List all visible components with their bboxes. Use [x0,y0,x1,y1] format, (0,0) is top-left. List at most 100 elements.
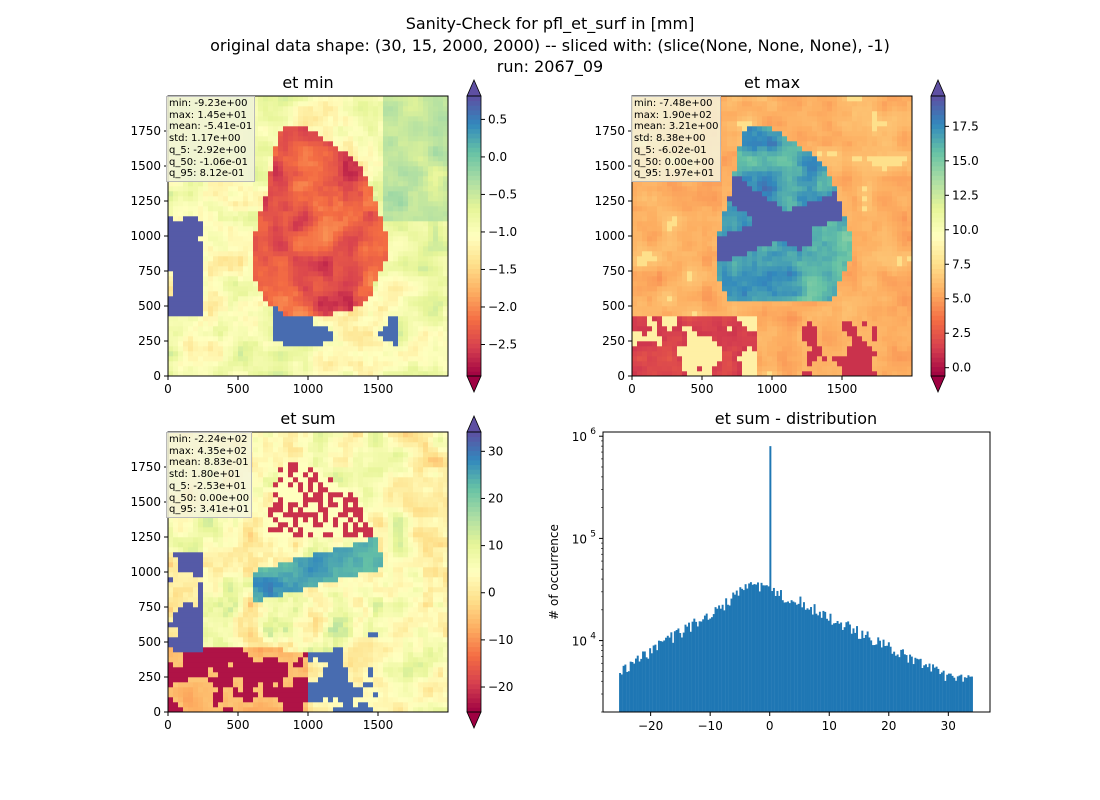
heatmap-cell [303,181,309,187]
heatmap-cell [168,251,174,257]
heatmap-cell [218,186,224,192]
heatmap-cell [368,351,374,357]
heatmap-cell [667,296,673,302]
heatmap-cell [323,276,329,282]
heatmap-cell [308,361,314,367]
heatmap-cell [288,136,294,142]
heatmap-cell [433,126,439,132]
heatmap-cell [263,271,269,277]
heatmap-cell [303,346,309,352]
heatmap-cell [722,146,728,152]
heatmap-cell [413,156,419,162]
heatmap-cell [652,326,658,332]
heatmap-cell [772,136,778,142]
heatmap-cell [343,231,349,237]
heatmap-cell [712,336,718,342]
heatmap-cell [298,156,304,162]
heatmap-cell [438,156,444,162]
heatmap-cell [428,346,434,352]
heatmap-cell [408,316,414,322]
heatmap-cell [408,201,414,207]
heatmap-cell [727,371,733,377]
heatmap-cell [373,201,379,207]
heatmap-cell [268,131,274,137]
heatmap-cell [662,246,668,252]
heatmap-cell [707,211,713,217]
heatmap-cell [722,196,728,202]
heatmap-cell [298,326,304,332]
x-tick-label: 0 [164,382,172,396]
heatmap-cell [757,196,763,202]
heatmap-cell [772,161,778,167]
heatmap-cell [727,331,733,337]
heatmap-cell [637,216,643,222]
heatmap-cell [228,261,234,267]
heatmap-cell [428,116,434,122]
heatmap-cell [438,201,444,207]
heatmap-cell [687,371,693,377]
heatmap-cell [233,231,239,237]
heatmap-cell [228,341,234,347]
heatmap-cell [178,291,184,297]
heatmap-cell [383,371,389,377]
heatmap-cell [243,341,249,347]
heatmap-cell [667,366,673,372]
heatmap-cell [403,116,409,122]
heatmap-cell [687,286,693,292]
heatmap-cell [168,346,174,352]
heatmap-cell [273,361,279,367]
heatmap-cell [393,121,399,127]
heatmap-cell [408,186,414,192]
heatmap-cell [333,211,339,217]
heatmap-cell [173,236,179,242]
heatmap-cell [737,216,743,222]
heatmap-cell [313,256,319,262]
heatmap-cell [737,116,743,122]
heatmap-cell [193,191,199,197]
heatmap-cell [642,221,648,227]
heatmap-cell [318,276,324,282]
heatmap-cell [343,296,349,302]
heatmap-cell [233,321,239,327]
heatmap-cell [677,191,683,197]
heatmap-cell [647,341,653,347]
heatmap-cell [343,226,349,232]
heatmap-cell [647,311,653,317]
heatmap-cell [433,191,439,197]
heatmap-cell [413,231,419,237]
heatmap-cell [433,336,439,342]
heatmap-cell [672,366,678,372]
heatmap-cell [353,356,359,362]
heatmap-cell [308,241,314,247]
heatmap-cell [233,196,239,202]
heatmap-cell [398,271,404,277]
heatmap-cell [198,216,204,222]
heatmap-cell [203,201,209,207]
heatmap-cell [767,316,773,322]
heatmap-cell [652,291,658,297]
heatmap-cell [233,211,239,217]
heatmap-cell [293,246,299,252]
heatmap-cell [438,176,444,182]
heatmap-cell [408,321,414,327]
heatmap-cell [727,161,733,167]
heatmap-cell [353,316,359,322]
heatmap-cell [727,281,733,287]
heatmap-cell [363,251,369,257]
heatmap-cell [722,371,728,377]
heatmap-cell [762,286,768,292]
heatmap-cell [433,131,439,137]
heatmap-cell [752,216,758,222]
heatmap-cell [383,306,389,312]
heatmap-cell [737,311,743,317]
heatmap-cell [682,286,688,292]
heatmap-cell [398,371,404,377]
colorbar-tick-label: −2.0 [488,300,517,314]
heatmap-cell [637,296,643,302]
heatmap-cell [348,241,354,247]
heatmap-cell [328,266,334,272]
heatmap-cell [782,261,788,267]
heatmap-cell [273,306,279,312]
heatmap-cell [423,276,429,282]
heatmap-cell [368,96,374,102]
